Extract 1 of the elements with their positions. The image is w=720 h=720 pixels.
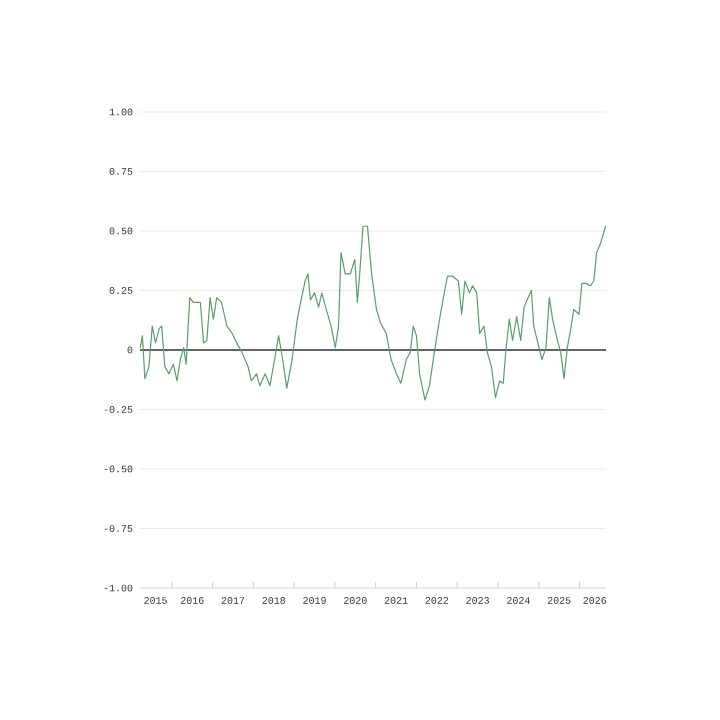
line-series: [139, 225, 607, 401]
